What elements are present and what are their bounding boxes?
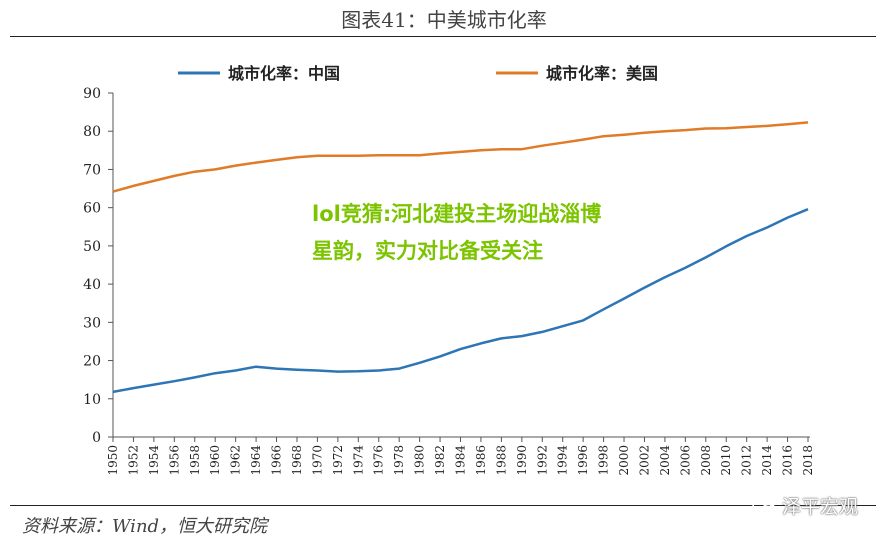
legend-label: 城市化率：中国 (228, 64, 340, 83)
y-tick-label: 70 (83, 162, 101, 178)
x-tick-label: 1982 (433, 445, 447, 476)
y-tick-label: 50 (83, 239, 101, 255)
chart-title: 图表41：中美城市化率 (341, 8, 547, 32)
x-tick-label: 2016 (781, 445, 795, 476)
x-tick-label: 1954 (147, 445, 161, 476)
x-tick-label: 2012 (740, 445, 754, 476)
y-tick-label: 30 (83, 315, 101, 331)
x-tick-label: 1984 (454, 445, 468, 476)
line-chart: 0 10 20 30 40 50 60 70 80 90 1950 1952 1954 1956 1958 1… (83, 64, 815, 476)
x-tick-label: 1996 (576, 445, 590, 476)
x-tick-label: 1990 (515, 445, 529, 476)
x-tick-label: 1992 (535, 445, 549, 476)
y-tick-label: 10 (83, 392, 101, 408)
x-tick-label: 1998 (597, 445, 611, 476)
series-lines (112, 121, 809, 394)
x-tick-label: 1964 (249, 445, 263, 476)
x-tick-label: 1972 (331, 445, 345, 476)
x-tick-label: 2014 (760, 445, 774, 476)
x-tick-label: 2006 (678, 445, 692, 476)
x-tick-label: 1956 (167, 445, 181, 476)
x-tick-label: 2008 (699, 445, 713, 476)
x-tick-label: 2010 (719, 445, 733, 476)
top-rule (10, 36, 876, 37)
x-tick-label: 1952 (126, 445, 140, 476)
axes (108, 92, 810, 442)
x-tick-label: 1966 (270, 445, 284, 476)
legend: 城市化率：中国 城市化率：美国 (178, 64, 658, 83)
x-tick-label: 1974 (351, 445, 365, 476)
x-tick-label: 2000 (617, 445, 631, 476)
x-tick-label: 1976 (372, 445, 386, 476)
x-tick-label: 1988 (494, 445, 508, 476)
y-tick-label: 90 (83, 86, 101, 102)
x-tick-label: 1978 (392, 445, 406, 476)
y-tick-label: 40 (83, 277, 101, 293)
x-tick-label: 2004 (658, 445, 672, 476)
legend-label: 城市化率：美国 (546, 64, 658, 83)
x-tick-label: 1994 (556, 445, 570, 476)
y-tick-label: 80 (83, 124, 101, 140)
tick-labels: 0 10 20 30 40 50 60 70 80 90 1950 1952 1954 1956 1958 1… (83, 86, 815, 476)
series-line-usa (112, 121, 809, 193)
source-note: 资料来源：Wind，恒大研究院 (22, 516, 268, 537)
x-tick-label: 1986 (474, 445, 488, 476)
bottom-rule (10, 505, 876, 506)
watermark-text: 泽平宏观 (781, 496, 858, 518)
x-tick-label: 1960 (208, 445, 222, 476)
x-tick-label: 1958 (188, 445, 202, 476)
watermark: 泽平宏观 (752, 492, 858, 519)
x-tick-label: 2002 (637, 445, 651, 476)
overlay-headline: lol竞猜:河北建投主场迎战淄博星韵，实力对比备受关注 (312, 202, 602, 263)
y-tick-label: 20 (83, 354, 101, 370)
y-tick-label: 60 (83, 201, 101, 217)
y-tick-label: 0 (92, 430, 101, 446)
x-tick-label: 2018 (801, 445, 815, 476)
x-tick-label: 1962 (229, 445, 243, 476)
wechat-icon (752, 498, 777, 516)
x-tick-label: 1970 (310, 445, 324, 476)
x-tick-label: 1980 (413, 445, 427, 476)
series-line-china (112, 208, 809, 394)
x-tick-label: 1968 (290, 445, 304, 476)
x-tick-label: 1950 (106, 445, 120, 476)
